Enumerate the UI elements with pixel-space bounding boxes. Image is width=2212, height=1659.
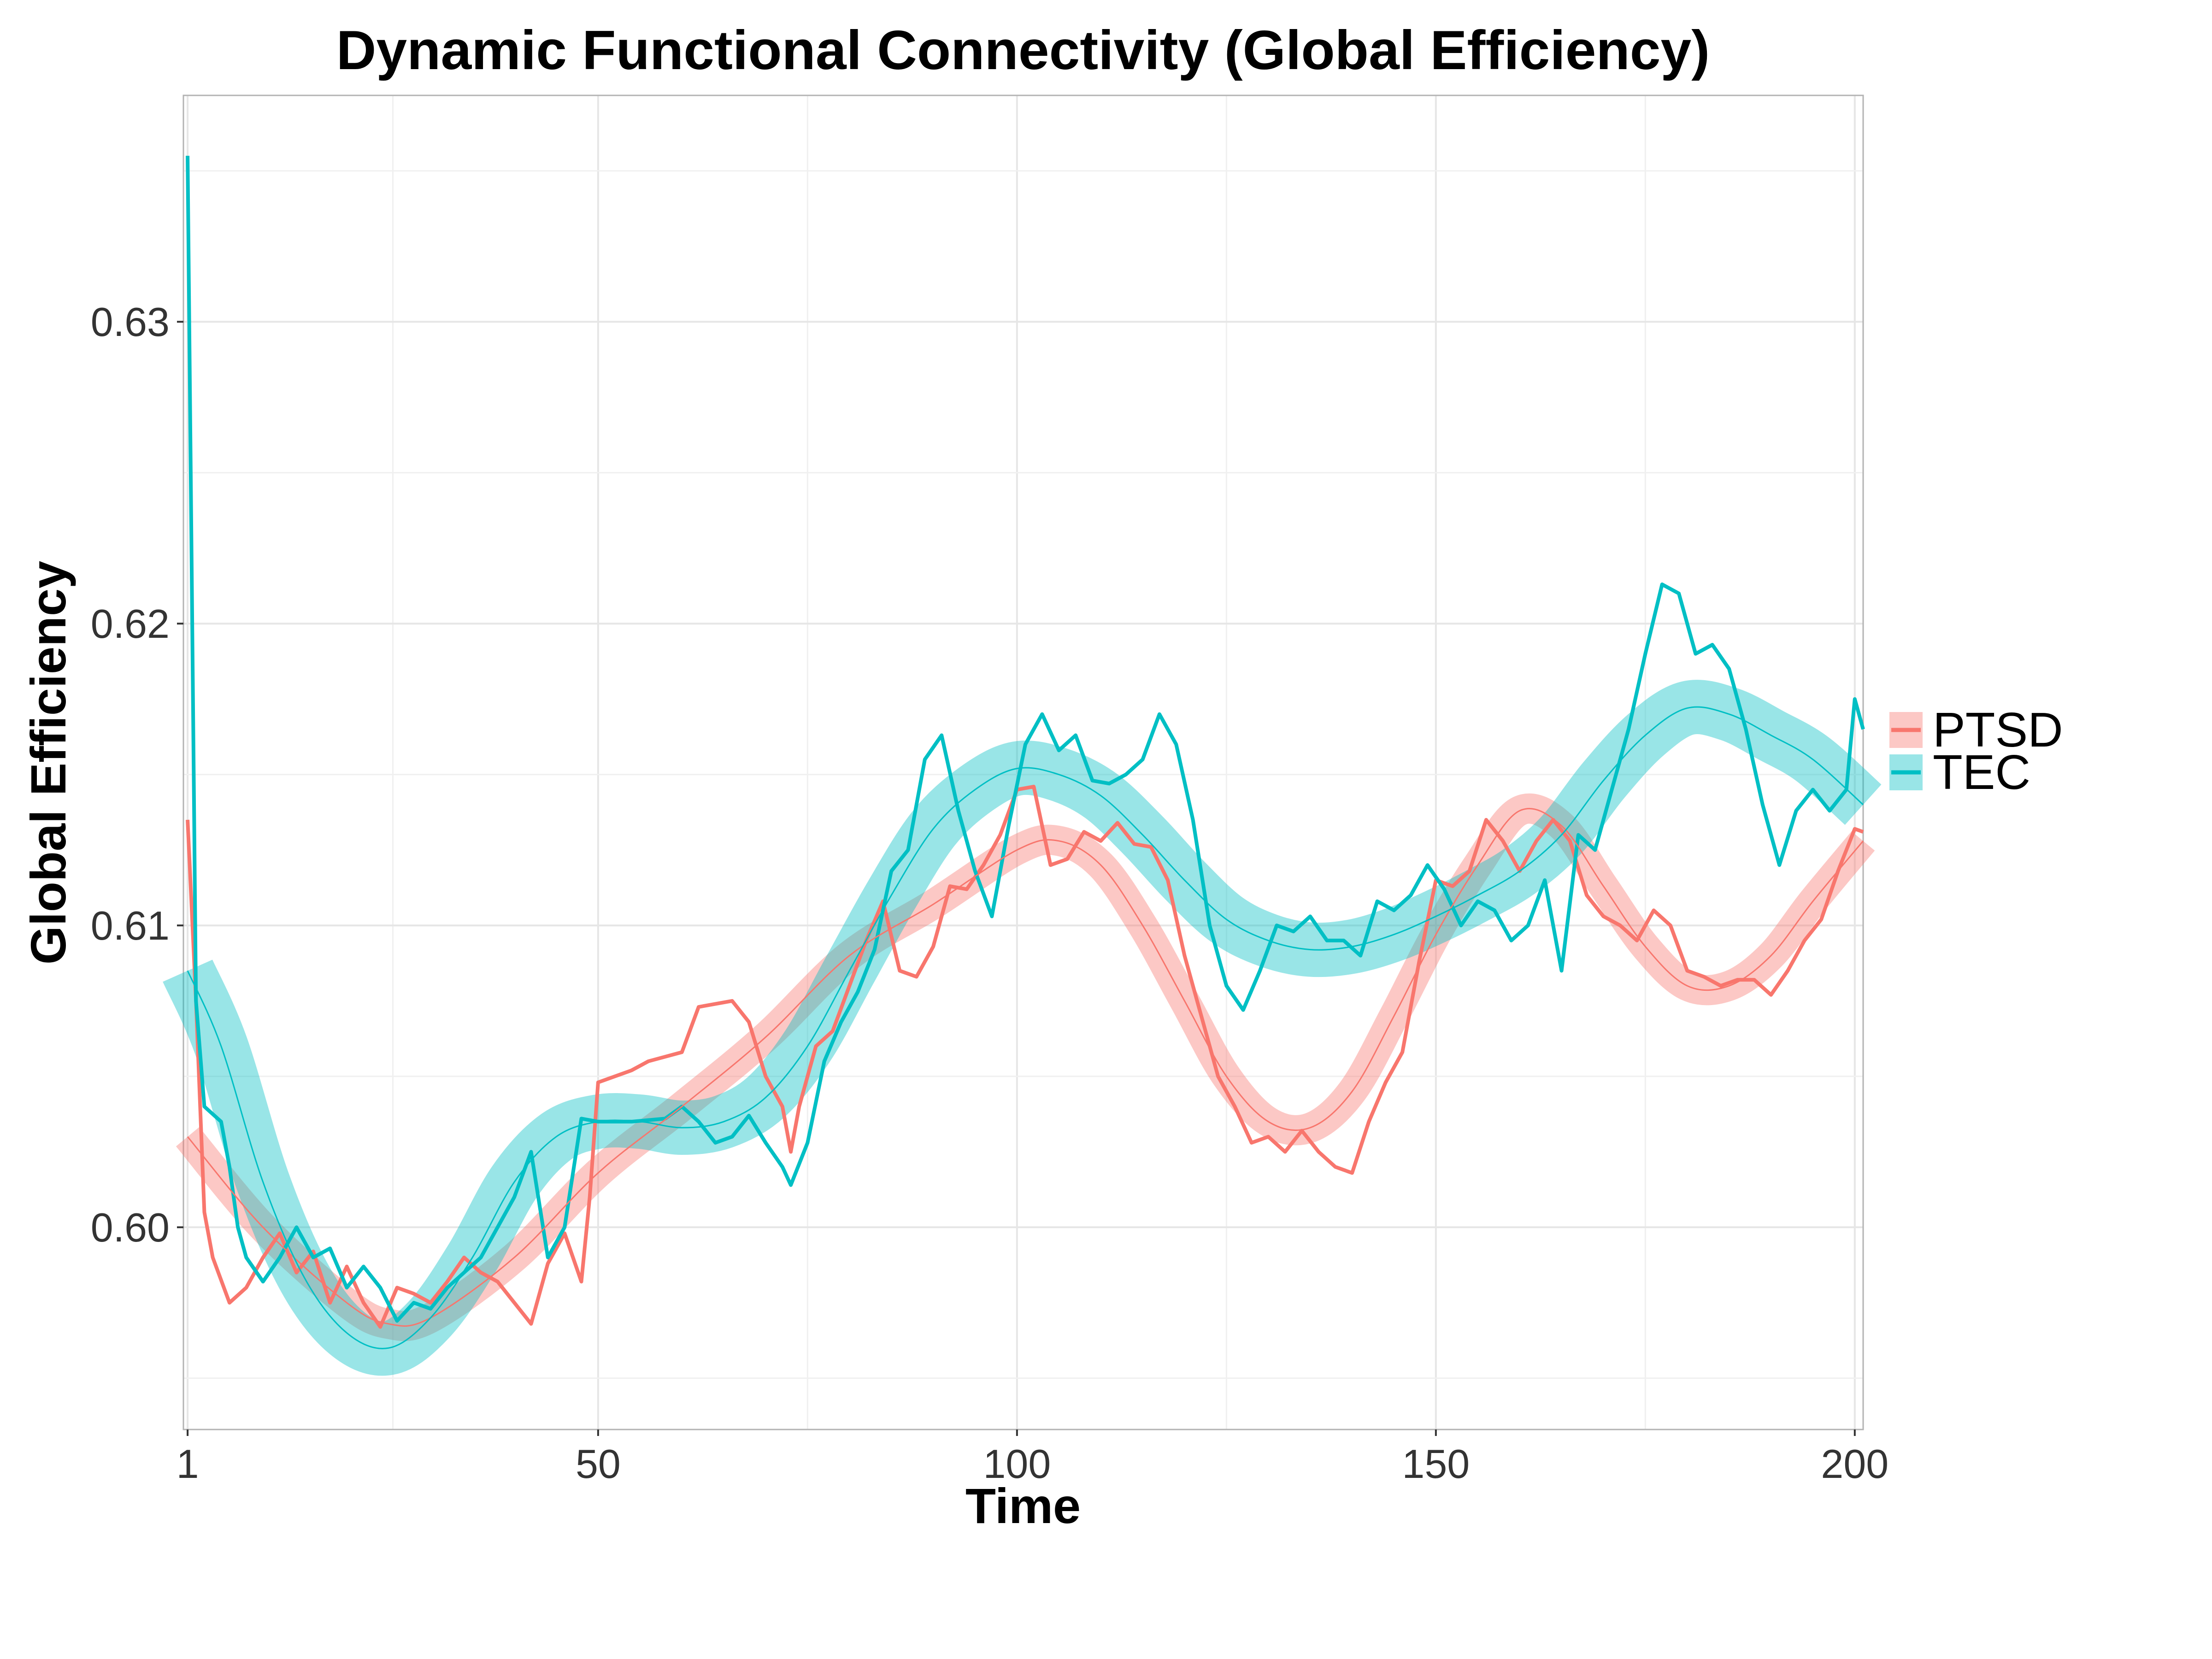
y-axis-ticks: 0.60 0.61 0.62 0.63 (91, 299, 183, 1250)
y-tick-label: 0.60 (91, 1205, 170, 1250)
grid (183, 95, 1863, 1430)
ptsd-raw-line (186, 784, 1864, 1329)
tec-smooth-line (187, 706, 1864, 1349)
x-axis-ticks: 1 50 100 150 200 (176, 1430, 1888, 1487)
legend-label-tec: TEC (1933, 745, 2030, 800)
x-tick-label: 1 (176, 1441, 199, 1487)
y-tick-label: 0.61 (91, 903, 170, 948)
y-axis-title: Global Efficiency (20, 561, 76, 965)
x-tick-label: 200 (1821, 1441, 1888, 1487)
y-tick-label: 0.62 (91, 601, 170, 647)
x-tick-label: 50 (576, 1441, 621, 1487)
plot-panel-border (182, 94, 1864, 1430)
x-tick-label: 150 (1402, 1441, 1470, 1487)
x-tick-label: 100 (983, 1441, 1051, 1487)
ptsd-smooth-line (187, 808, 1864, 1327)
y-tick-label: 0.63 (91, 299, 170, 345)
x-axis-title: Time (965, 1478, 1081, 1534)
chart-title: Dynamic Functional Connectivity (Global … (336, 19, 1710, 81)
legend-label-ptsd: PTSD (1933, 703, 2063, 757)
smooth-series-lines (187, 706, 1864, 1349)
tec-raw-line (186, 155, 1865, 1323)
raw-series-lines (186, 155, 1865, 1329)
